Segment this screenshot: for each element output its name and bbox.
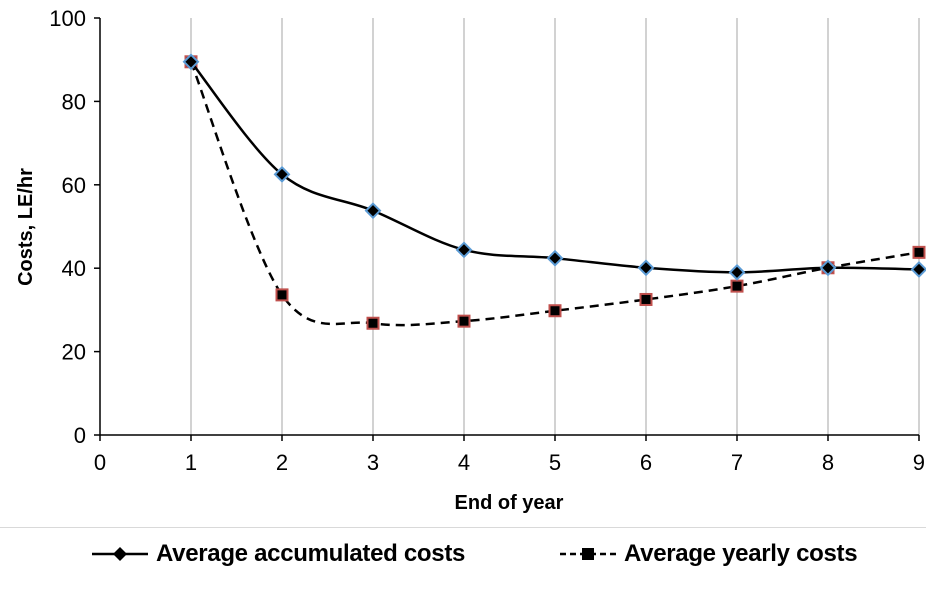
x-tick-label-6: 6: [640, 450, 652, 475]
x-tick-label-3: 3: [367, 450, 379, 475]
x-tick-label-5: 5: [549, 450, 561, 475]
x-tick-label-9: 9: [913, 450, 925, 475]
marker-accumulated-9: [910, 261, 926, 278]
legend-key-dashed-square: [560, 548, 616, 560]
x-tick-label-2: 2: [276, 450, 288, 475]
marker-accumulated-5: [546, 249, 564, 267]
legend-item-accumulated: Average accumulated costs: [90, 540, 465, 568]
x-tick-label-0: 0: [94, 450, 106, 475]
marker-yearly-9: [912, 245, 926, 259]
series-line-accumulated: [190, 60, 920, 274]
x-tick-label-8: 8: [822, 450, 834, 475]
legend: Average accumulated costs Average yearly…: [0, 527, 926, 589]
y-tick-label-40: 40: [62, 256, 86, 281]
x-tick-labels: 0 1 2 3 4 5 6 7 8 9: [94, 450, 925, 475]
marker-yearly-2: [275, 288, 289, 302]
series-layer: [182, 53, 926, 330]
legend-item-yearly: Average yearly costs: [558, 540, 858, 568]
x-tick-label-4: 4: [458, 450, 470, 475]
legend-label-yearly: Average yearly costs: [624, 540, 858, 567]
y-tick-labels: 0 20 40 60 80 100: [49, 6, 86, 448]
marker-yearly-5: [548, 304, 562, 318]
legend-key-solid-diamond: [92, 547, 148, 561]
marker-accumulated-6: [637, 259, 655, 277]
marker-accumulated-8: [819, 259, 837, 277]
y-axis-title: Costs, LE/hr: [15, 168, 37, 286]
series-line-yearly: [189, 61, 920, 327]
y-tick-label-20: 20: [62, 340, 86, 365]
gridlines: [190, 18, 920, 435]
x-tick-label-1: 1: [185, 450, 197, 475]
y-tick-label-100: 100: [49, 6, 86, 31]
x-tick-label-7: 7: [731, 450, 743, 475]
chart: 0 1 2 3 4 5 6 7 8 9 0 20 40 60 80 100 End of year Cost…: [15, 6, 926, 514]
marker-yearly-3: [366, 316, 380, 330]
marker-accumulated-3: [364, 202, 382, 220]
marker-yearly-4: [457, 314, 471, 328]
legend-label-accumulated: Average accumulated costs: [156, 540, 466, 567]
y-tick-label-80: 80: [62, 89, 86, 114]
x-axis-title: End of year: [455, 492, 564, 514]
marker-yearly-6: [639, 292, 653, 306]
y-tick-label-0: 0: [74, 423, 86, 448]
marker-accumulated-4: [455, 241, 473, 259]
marker-accumulated-7: [728, 263, 746, 281]
y-tick-label-60: 60: [62, 173, 86, 198]
marker-yearly-7: [730, 279, 744, 293]
marker-accumulated-1: [182, 53, 200, 71]
axes: [94, 17, 920, 441]
marker-accumulated-2: [273, 165, 291, 183]
series-accumulated: [182, 53, 926, 281]
